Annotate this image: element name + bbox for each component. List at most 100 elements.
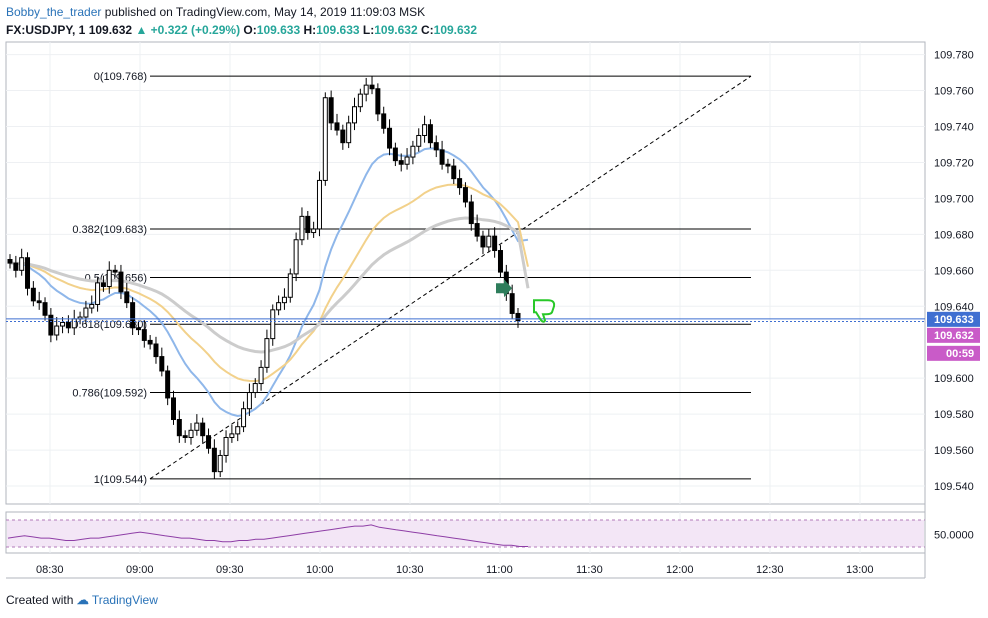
candle-body bbox=[211, 447, 217, 473]
candle-body bbox=[135, 327, 141, 331]
candle-body bbox=[13, 262, 19, 271]
candle-body bbox=[147, 339, 153, 345]
close-value: 109.632 bbox=[433, 23, 478, 37]
fib-level-label: 0.786(109.592) bbox=[72, 388, 147, 400]
chart-header: Bobby_the_trader published on TradingVie… bbox=[6, 5, 425, 19]
candle-body bbox=[398, 160, 404, 165]
candle-body bbox=[258, 366, 264, 385]
y-tick-label: 109.700 bbox=[934, 193, 974, 205]
candle-body bbox=[439, 149, 445, 165]
candle-body bbox=[182, 435, 188, 438]
candle-body bbox=[462, 187, 468, 203]
candle-body bbox=[515, 312, 521, 322]
rsi-band bbox=[7, 520, 924, 547]
candle-body bbox=[65, 321, 71, 329]
fib-level-label: 0.618(109.630) bbox=[72, 319, 147, 331]
candle-body bbox=[322, 97, 328, 181]
candle-body bbox=[311, 228, 317, 234]
candle-body bbox=[106, 269, 112, 287]
candle-body bbox=[299, 215, 305, 241]
fib-level-label: 0.382(109.683) bbox=[72, 224, 147, 236]
y-tick-label: 109.580 bbox=[934, 409, 974, 421]
candle-body bbox=[36, 300, 42, 304]
candle-body bbox=[468, 201, 474, 225]
candle-body bbox=[264, 338, 270, 368]
price-badge-label: 109.633 bbox=[934, 314, 974, 326]
open-label: O: bbox=[243, 23, 257, 37]
candle-body bbox=[217, 454, 223, 473]
candle-body bbox=[188, 429, 194, 438]
candle-body bbox=[287, 273, 293, 298]
candle-body bbox=[54, 325, 60, 336]
candle-body bbox=[194, 422, 200, 431]
x-tick-label: 12:00 bbox=[666, 564, 694, 576]
low-label: L: bbox=[362, 23, 375, 37]
candle-body bbox=[71, 318, 77, 329]
candle-body bbox=[334, 122, 340, 131]
candle-body bbox=[95, 282, 101, 305]
candle-body bbox=[176, 419, 182, 437]
price-badge bbox=[927, 311, 980, 327]
y-tick-label: 109.640 bbox=[934, 301, 974, 313]
candle-body bbox=[357, 93, 363, 108]
candle-body bbox=[141, 329, 147, 341]
y-tick-label: 109.540 bbox=[934, 481, 974, 493]
candle-body bbox=[7, 259, 13, 264]
x-tick-label: 10:00 bbox=[306, 564, 334, 576]
candle-body bbox=[30, 287, 36, 302]
candle-body bbox=[363, 84, 369, 95]
candle-body bbox=[229, 433, 235, 438]
ohlc-legend: FX:USDJPY, 1 109.632 ▲ +0.322 (+0.29%) O… bbox=[6, 23, 477, 37]
thumbs-down-icon[interactable] bbox=[533, 299, 556, 323]
symbol-label[interactable]: FX:USDJPY, 1 bbox=[6, 23, 86, 37]
y-tick-label: 109.760 bbox=[934, 86, 974, 98]
price-badge bbox=[927, 327, 980, 343]
candle-body bbox=[346, 122, 352, 144]
arrow-right-icon[interactable] bbox=[496, 279, 512, 298]
candle-body bbox=[422, 124, 428, 136]
x-tick-label: 09:30 bbox=[216, 564, 244, 576]
high-value: 109.633 bbox=[316, 23, 360, 37]
change-value: +0.322 (+0.29%) bbox=[150, 23, 241, 37]
x-tick-label: 09:00 bbox=[126, 564, 154, 576]
y-tick-label: 109.600 bbox=[934, 373, 974, 385]
candle-body bbox=[293, 239, 299, 275]
candle-body bbox=[375, 88, 381, 115]
candle-body bbox=[509, 293, 515, 314]
candle-body bbox=[445, 163, 451, 167]
candle-body bbox=[100, 282, 106, 287]
candle-body bbox=[124, 291, 130, 304]
candle-body bbox=[25, 257, 31, 289]
candle-body bbox=[112, 269, 118, 273]
tradingview-logo-icon[interactable]: ☁ bbox=[76, 593, 89, 607]
tradingview-link[interactable]: TradingView bbox=[91, 593, 158, 607]
fib-level-label: 0.5(109.656) bbox=[85, 272, 147, 284]
candle-body bbox=[497, 250, 503, 273]
candle-body bbox=[276, 302, 282, 311]
high-label: H: bbox=[303, 23, 317, 37]
candle-body bbox=[369, 84, 375, 90]
candle-body bbox=[83, 307, 89, 318]
candles-group bbox=[7, 76, 521, 479]
footer: Created with ☁ TradingView bbox=[6, 593, 158, 607]
x-tick-label: 11:30 bbox=[576, 564, 603, 576]
x-tick-label: 12:30 bbox=[756, 564, 784, 576]
author-link[interactable]: Bobby_the_trader bbox=[6, 5, 102, 19]
candle-body bbox=[200, 422, 206, 437]
candle-body bbox=[433, 142, 439, 151]
y-tick-label: 109.780 bbox=[934, 50, 974, 62]
candle-body bbox=[246, 392, 252, 410]
candle-body bbox=[392, 147, 398, 162]
candle-body bbox=[305, 215, 311, 234]
main-pane[interactable] bbox=[5, 41, 926, 505]
close-label: C: bbox=[420, 23, 434, 37]
x-tick-label: 10:30 bbox=[396, 564, 424, 576]
fib-level-label: 0(109.768) bbox=[94, 71, 147, 83]
candle-body bbox=[19, 257, 25, 271]
last-price: 109.632 bbox=[88, 23, 133, 37]
x-tick-label: 11:00 bbox=[486, 564, 513, 576]
x-tick-label: 13:00 bbox=[846, 564, 874, 576]
candle-body bbox=[328, 97, 334, 124]
candle-body bbox=[404, 156, 410, 165]
